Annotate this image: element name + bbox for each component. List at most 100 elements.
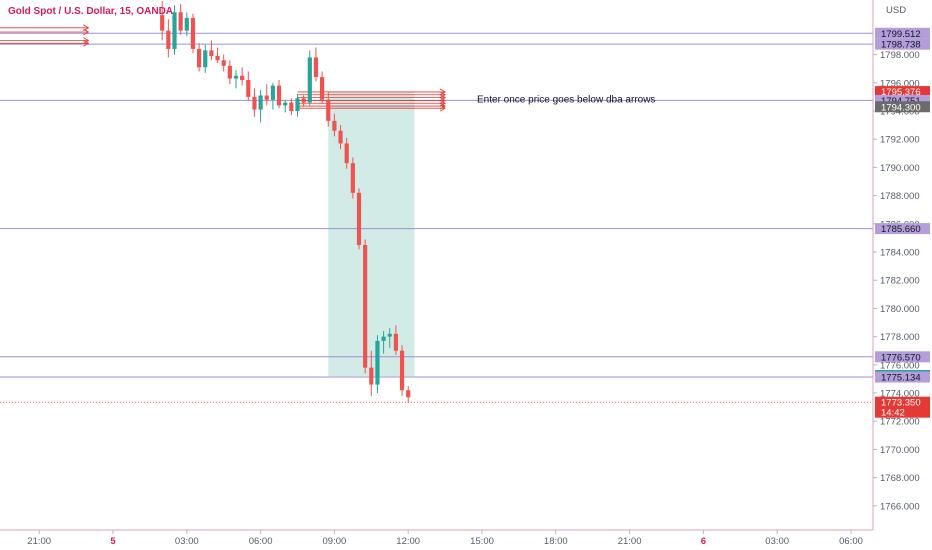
candle-body xyxy=(221,60,226,66)
price-label-bg xyxy=(875,86,930,98)
candle-body xyxy=(283,102,288,106)
candle-body xyxy=(276,85,282,106)
candle-body xyxy=(320,77,325,100)
time-tick-label: 03:00 xyxy=(175,536,199,547)
candle-body xyxy=(313,57,319,78)
candle-body xyxy=(363,244,368,368)
candle-body xyxy=(246,79,251,97)
arrow-head xyxy=(439,104,446,112)
price-tick-label: 1770.000 xyxy=(880,445,920,456)
annotation-layer: Enter once price goes below dba arrows xyxy=(477,95,655,106)
arrow-head xyxy=(439,88,446,96)
price-label-text: 1794.300 xyxy=(881,102,921,113)
price-label-bg xyxy=(875,101,930,113)
chart-title: Gold Spot / U.S. Dollar, 15, OANDA xyxy=(8,6,174,17)
price-label-bg xyxy=(875,351,930,363)
candle-body xyxy=(338,130,343,144)
candle-body xyxy=(215,55,220,61)
candle-body xyxy=(332,120,337,131)
price-tick-label: 1796.000 xyxy=(880,78,920,89)
arrow-head xyxy=(439,91,446,99)
candle-body xyxy=(264,95,269,100)
countdown-text: 14:42 xyxy=(881,408,905,419)
arrow-head xyxy=(83,39,90,47)
candle-body xyxy=(399,350,405,391)
candle-body xyxy=(307,57,312,103)
candle-body xyxy=(387,333,392,337)
time-tick-label: 5 xyxy=(110,536,116,547)
price-label-bg xyxy=(875,223,930,235)
candle-body xyxy=(252,96,257,110)
time-tick-label: 21:00 xyxy=(618,536,642,547)
price-label-bg xyxy=(875,94,930,106)
time-tick-label: 06:00 xyxy=(249,536,273,547)
price-tick-label: 1798.000 xyxy=(880,50,920,61)
price-label-text: 1776.570 xyxy=(881,352,921,363)
candle-body xyxy=(393,333,398,351)
candle-body xyxy=(258,95,263,110)
time-tick-label: 06:00 xyxy=(839,536,863,547)
candle-body xyxy=(172,12,177,49)
time-tick-label: 6 xyxy=(701,536,706,547)
candle-body xyxy=(178,12,183,31)
annotation-text: Enter once price goes below dba arrows xyxy=(477,95,655,106)
time-tick-label: 03:00 xyxy=(765,536,789,547)
arrow-head xyxy=(439,97,446,104)
candle-body xyxy=(227,65,232,79)
price-label-text: 1799.512 xyxy=(881,29,921,40)
price-tick-label: 1776.000 xyxy=(880,360,920,371)
candle-body xyxy=(344,143,349,164)
arrow-head xyxy=(83,37,90,44)
price-labels-layer: 1799.5121798.7381795.3761794.7511794.300… xyxy=(875,27,930,419)
price-label-text: 1798.738 xyxy=(881,40,921,51)
price-label-text: 1775.134 xyxy=(881,373,921,384)
price-tick-label: 1788.000 xyxy=(880,191,920,202)
price-tick-label: 1790.000 xyxy=(880,163,920,174)
candle-body xyxy=(197,48,202,68)
time-tick-label: 15:00 xyxy=(470,536,494,547)
price-tick-label: 1780.000 xyxy=(880,304,920,315)
candle-body xyxy=(289,102,294,111)
candle-body xyxy=(233,75,239,79)
candle-body xyxy=(270,85,275,100)
price-label-text: 1785.660 xyxy=(881,224,921,235)
price-tick-label: 1766.000 xyxy=(880,501,920,512)
price-label-bg xyxy=(875,38,930,50)
candle-body xyxy=(301,98,306,103)
time-tick-label: 18:00 xyxy=(544,536,568,547)
price-tick-label: 1772.000 xyxy=(880,417,920,428)
price-label-bg xyxy=(875,27,930,39)
price-tick-label: 1774.000 xyxy=(880,389,920,400)
arrow-head xyxy=(439,94,446,101)
candle-body xyxy=(381,336,386,341)
price-label-text: 1795.376 xyxy=(881,87,921,98)
price-axis-unit: USD xyxy=(886,5,906,16)
candle-body xyxy=(190,17,196,49)
candle-body xyxy=(203,50,208,68)
price-tick-label: 1784.000 xyxy=(880,248,920,259)
candle-body xyxy=(356,192,362,245)
current-price-bg xyxy=(875,396,930,418)
time-tick-label: 21:00 xyxy=(27,536,51,547)
current-price-text: 1773.350 xyxy=(881,398,921,409)
candles-layer xyxy=(160,1,411,403)
candle-body xyxy=(369,367,374,385)
candle-body xyxy=(326,99,331,121)
candle-body xyxy=(166,30,171,49)
arrow-head xyxy=(439,99,446,107)
candle-body xyxy=(295,98,300,111)
candle-body xyxy=(184,17,189,31)
candle-body xyxy=(209,50,214,56)
horizontal-levels-layer xyxy=(0,32,873,403)
price-tick-label: 1778.000 xyxy=(880,332,920,343)
time-tick-label: 12:00 xyxy=(396,536,420,547)
arrow-head xyxy=(83,28,90,36)
price-label-bg xyxy=(875,371,930,383)
time-tick-label: 09:00 xyxy=(323,536,347,547)
candle-body xyxy=(160,15,165,31)
candle-body xyxy=(406,390,411,398)
candle-body xyxy=(240,75,245,80)
price-tick-label: 1782.000 xyxy=(880,276,920,287)
